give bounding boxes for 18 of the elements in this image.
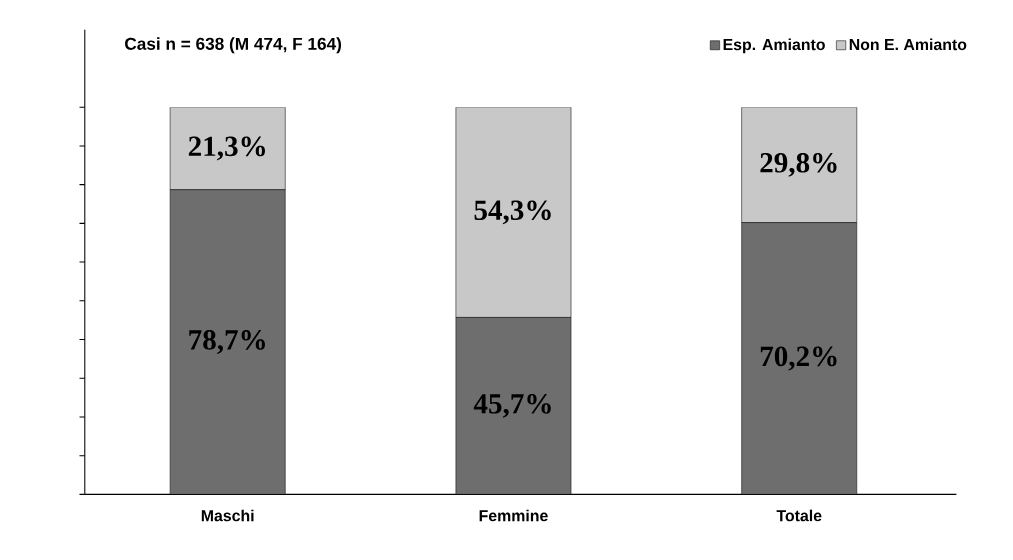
- data-label: 54,3%: [474, 200, 551, 225]
- bar: [455, 107, 572, 318]
- legend-label: Non E. Amianto: [849, 38, 967, 51]
- bar: [169, 107, 286, 190]
- x-tick-label: Maschi: [201, 509, 254, 522]
- bar: [741, 222, 858, 495]
- data-label: 29,8%: [760, 153, 837, 177]
- bar: [169, 189, 286, 495]
- data-label: 21,3%: [188, 136, 265, 161]
- bar: [741, 107, 858, 223]
- data-label: 78,7%: [189, 330, 265, 354]
- data-label: 45,7%: [473, 394, 551, 418]
- chart-title: Casi n = 638 (M 474, F 164): [125, 37, 342, 54]
- bar: [455, 317, 572, 495]
- data-label: 70,2%: [760, 346, 837, 371]
- legend-label: Esp. Amianto: [723, 38, 825, 54]
- x-tick-label: Femmine: [479, 509, 548, 522]
- x-tick-label: Totale: [776, 509, 822, 522]
